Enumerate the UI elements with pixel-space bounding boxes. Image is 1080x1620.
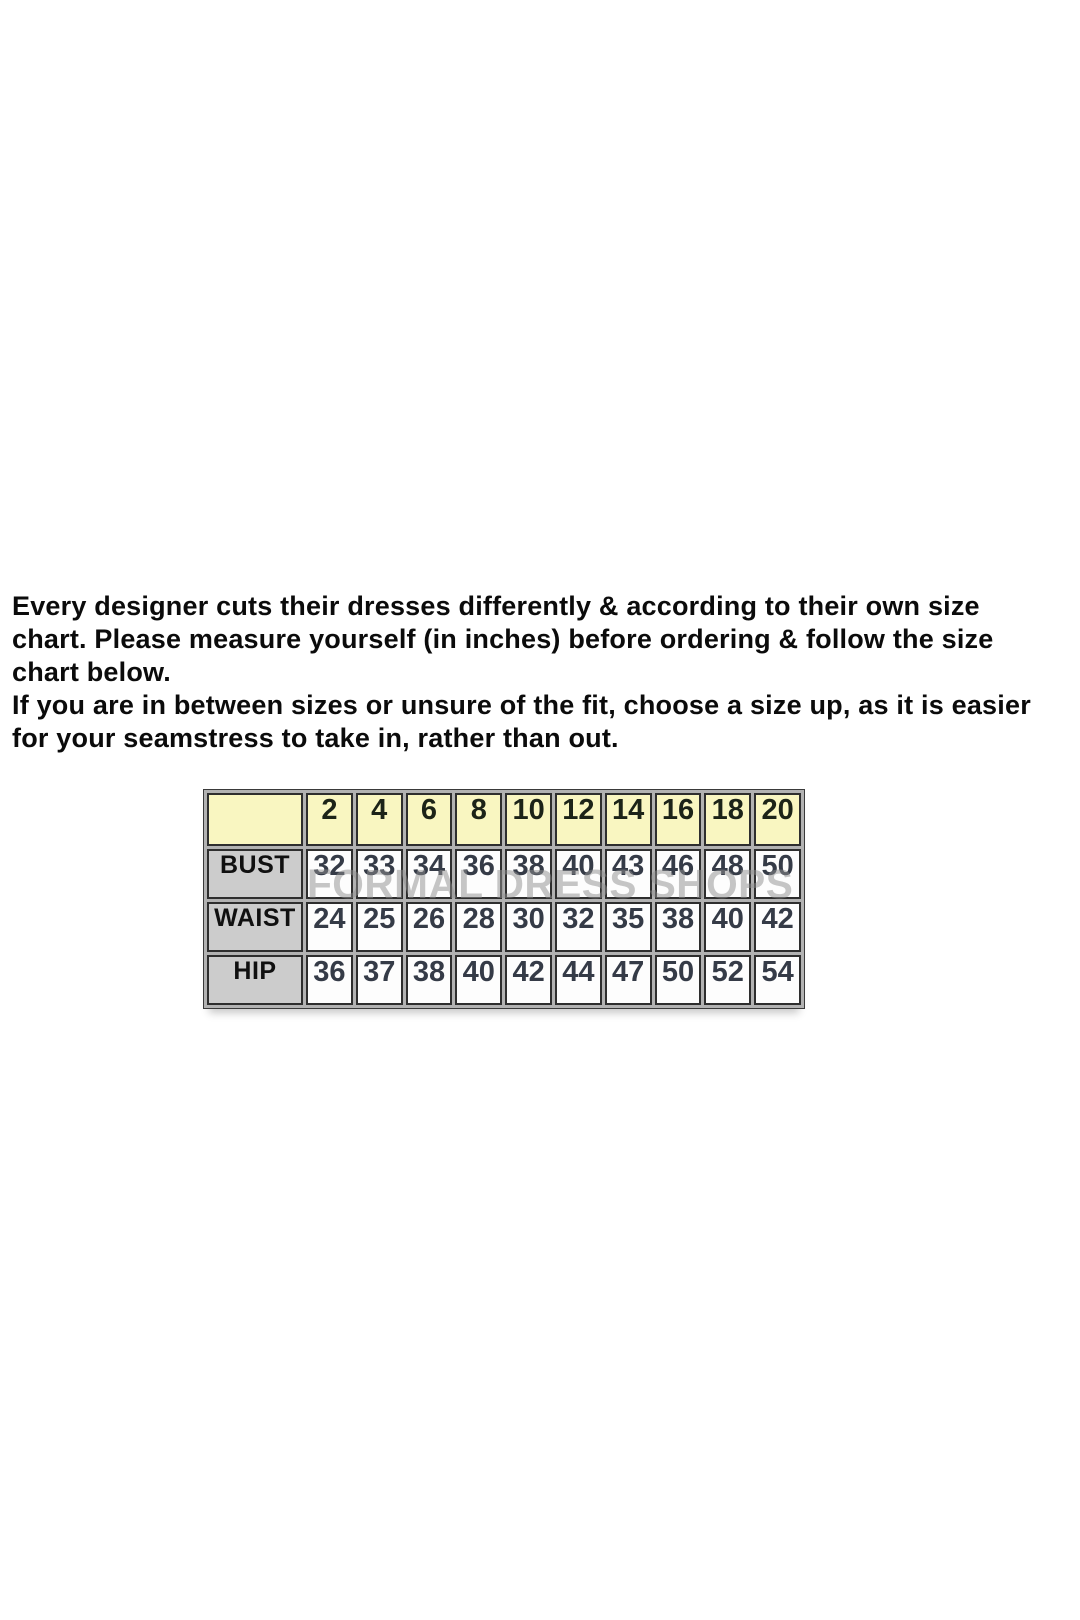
intro-line: chart. Please measure yourself (in inche… <box>12 624 994 654</box>
measurement-value-cell: 42 <box>754 902 801 952</box>
measurement-label-cell: WAIST <box>207 902 303 952</box>
measurement-value-cell: 26 <box>405 902 453 952</box>
size-header-cell: 12 <box>554 793 602 846</box>
measurement-value-cell: 48 <box>704 849 752 899</box>
size-header-cell: 2 <box>306 793 353 846</box>
measurement-value-cell: 42 <box>505 955 552 1005</box>
measurement-value-cell: 44 <box>554 955 602 1005</box>
corner-cell <box>207 793 303 846</box>
size-header-cell: 18 <box>704 793 752 846</box>
size-chart: 2 4 6 8 10 12 14 16 18 20 BUST 32 33 34 36 38 40 43 46 48 50… <box>203 789 805 1009</box>
measurement-value-cell: 40 <box>704 902 752 952</box>
size-header-row: 2 4 6 8 10 12 14 16 18 20 <box>207 793 801 846</box>
size-header-cell: 6 <box>405 793 453 846</box>
measurement-value-cell: 40 <box>554 849 602 899</box>
measurement-value-cell: 30 <box>505 902 552 952</box>
measurement-row: HIP 36 37 38 40 42 44 47 50 52 54 <box>207 955 801 1005</box>
measurement-value-cell: 50 <box>654 955 702 1005</box>
measurement-value-cell: 33 <box>355 849 403 899</box>
measurement-row: BUST 32 33 34 36 38 40 43 46 48 50 <box>207 849 801 899</box>
intro-line: for your seamstress to take in, rather t… <box>12 723 619 753</box>
measurement-value-cell: 37 <box>355 955 403 1005</box>
measurement-value-cell: 35 <box>604 902 652 952</box>
intro-line: Every designer cuts their dresses differ… <box>12 591 980 621</box>
measurement-value-cell: 25 <box>355 902 403 952</box>
measurement-value-cell: 40 <box>455 955 503 1005</box>
measurement-value-cell: 38 <box>654 902 702 952</box>
measurement-value-cell: 24 <box>306 902 353 952</box>
size-header-cell: 8 <box>455 793 503 846</box>
intro-line: If you are in between sizes or unsure of… <box>12 690 1031 720</box>
intro-text: Every designer cuts their dresses differ… <box>12 590 1072 755</box>
measurement-value-cell: 32 <box>306 849 353 899</box>
size-chart-table: 2 4 6 8 10 12 14 16 18 20 BUST 32 33 34 36 38 40 43 46 48 50… <box>203 789 805 1009</box>
measurement-value-cell: 54 <box>754 955 801 1005</box>
measurement-value-cell: 38 <box>405 955 453 1005</box>
measurement-value-cell: 38 <box>505 849 552 899</box>
measurement-label-cell: BUST <box>207 849 303 899</box>
measurement-value-cell: 36 <box>306 955 353 1005</box>
measurement-value-cell: 47 <box>604 955 652 1005</box>
measurement-value-cell: 32 <box>554 902 602 952</box>
size-header-cell: 16 <box>654 793 702 846</box>
measurement-value-cell: 46 <box>654 849 702 899</box>
size-header-cell: 14 <box>604 793 652 846</box>
measurement-value-cell: 34 <box>405 849 453 899</box>
measurement-row: WAIST 24 25 26 28 30 32 35 38 40 42 <box>207 902 801 952</box>
measurement-value-cell: 50 <box>754 849 801 899</box>
size-header-cell: 4 <box>355 793 403 846</box>
measurement-value-cell: 36 <box>455 849 503 899</box>
measurement-value-cell: 28 <box>455 902 503 952</box>
size-header-cell: 10 <box>505 793 552 846</box>
measurement-label-cell: HIP <box>207 955 303 1005</box>
measurement-value-cell: 52 <box>704 955 752 1005</box>
size-header-cell: 20 <box>754 793 801 846</box>
measurement-value-cell: 43 <box>604 849 652 899</box>
intro-line: chart below. <box>12 657 171 687</box>
